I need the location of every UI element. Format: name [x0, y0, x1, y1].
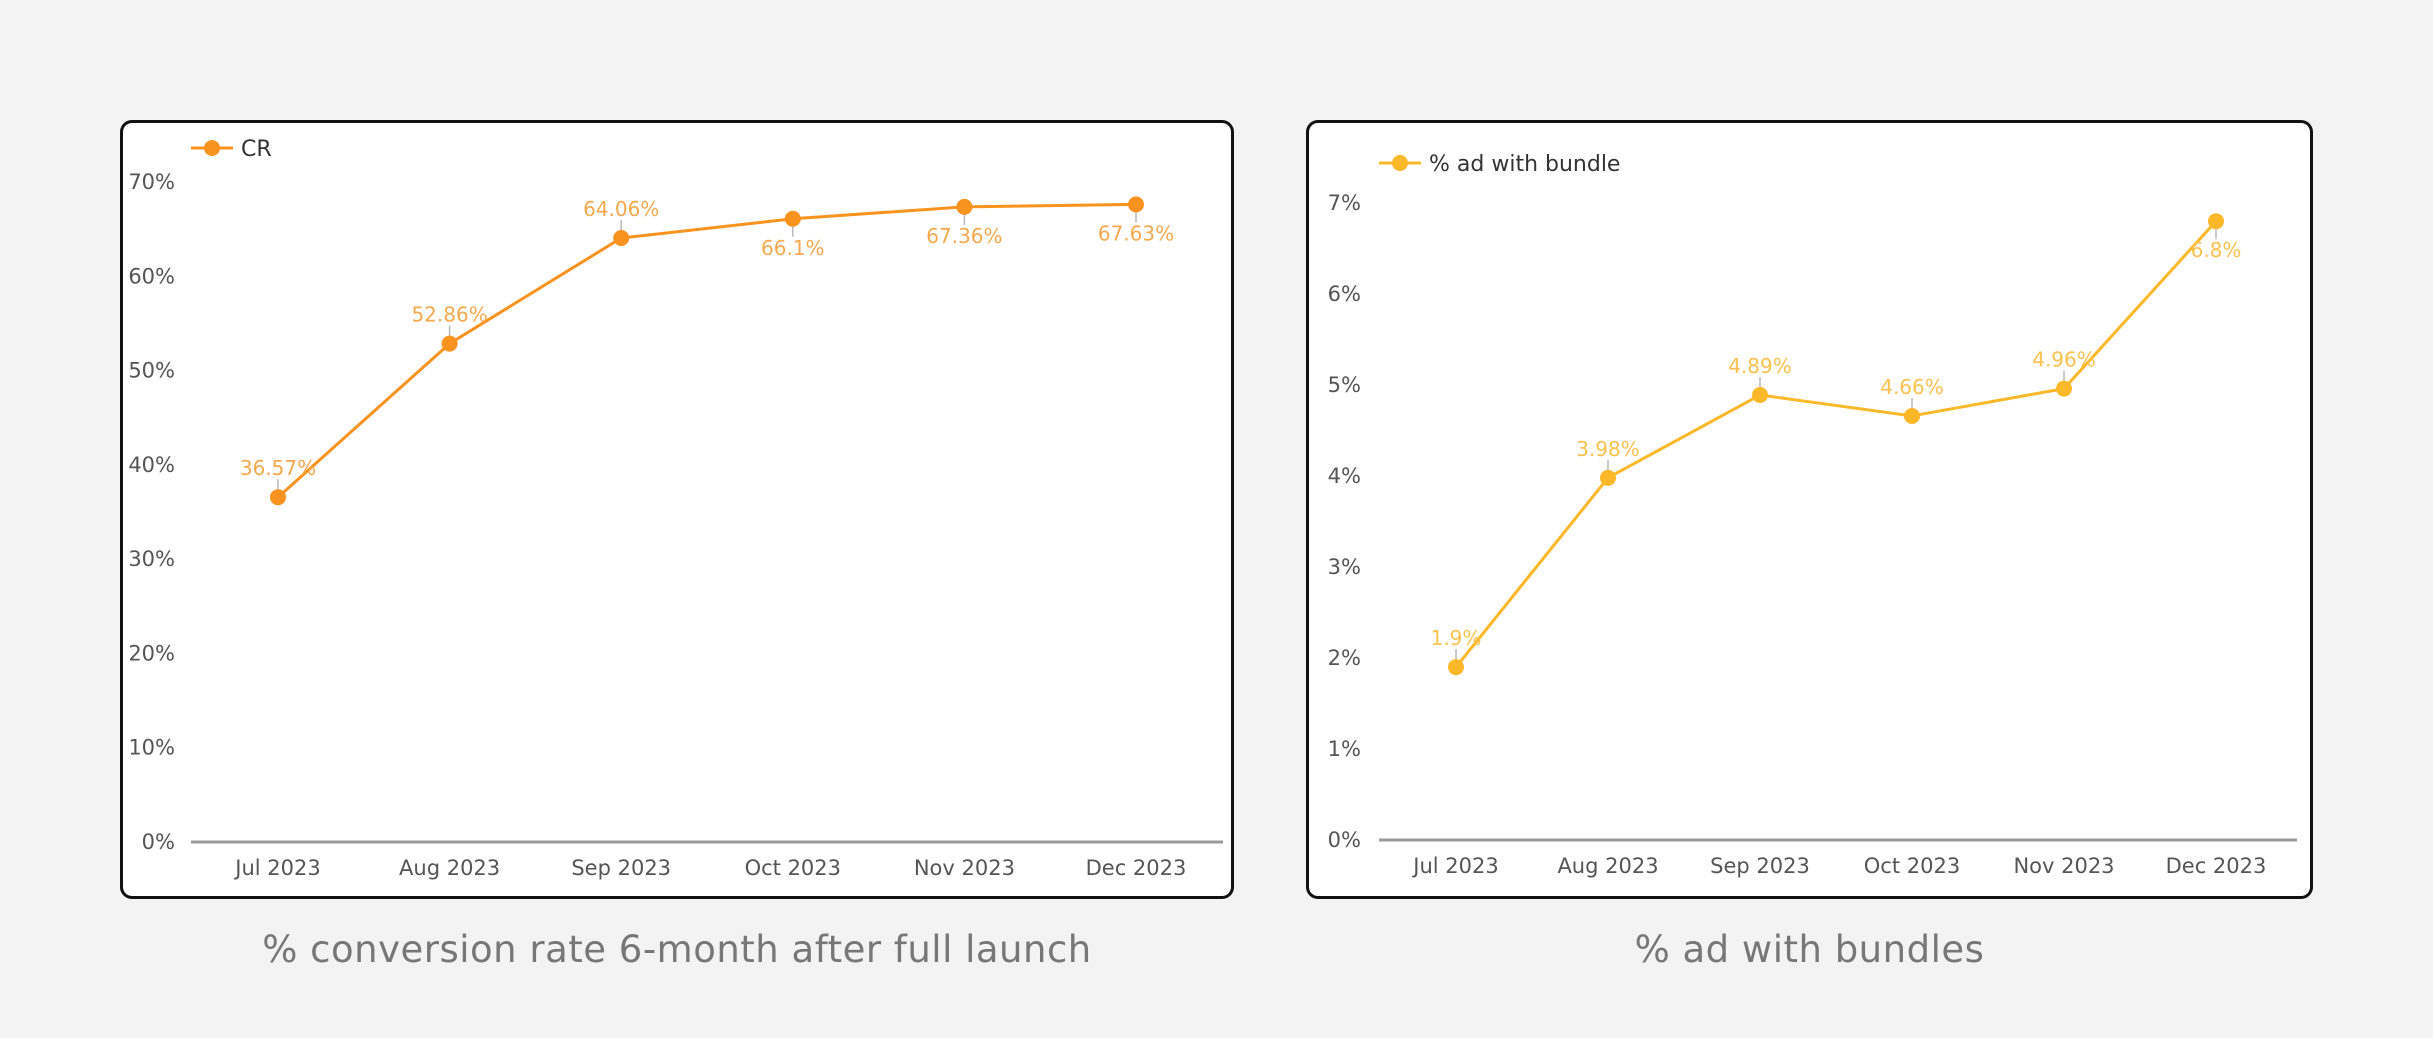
- y-tick-label: 2%: [1328, 646, 1361, 670]
- data-point: [956, 198, 973, 215]
- data-label: 6.8%: [2191, 238, 2242, 262]
- data-label: 64.06%: [583, 197, 659, 221]
- y-tick-label: 70%: [128, 170, 175, 194]
- x-tick-label: Aug 2023: [1557, 854, 1658, 878]
- y-tick-label: 10%: [128, 736, 175, 760]
- y-tick-label: 5%: [1328, 373, 1361, 397]
- data-point: [1752, 387, 1768, 404]
- x-tick-label: Nov 2023: [914, 856, 1015, 880]
- y-tick-label: 20%: [128, 641, 175, 665]
- data-point: [2056, 380, 2072, 397]
- data-label: 52.86%: [411, 303, 487, 327]
- y-tick-label: 0%: [1328, 828, 1361, 852]
- data-label: 4.89%: [1728, 354, 1792, 378]
- data-point: [1600, 469, 1616, 486]
- data-point: [1448, 659, 1464, 676]
- chart-ad-with-bundles: 0% 1% 2% 3% 4% 5% 6% 7% Jul 2023 Aug 2023 Sep 2023…: [1328, 152, 2297, 878]
- data-point: [784, 210, 801, 227]
- legend-label: CR: [241, 137, 272, 162]
- chart-panel-conversion-rate: 0% 10% 20% 30% 40% 50% 60% 70% Jul 2023 Aug 2023 S…: [120, 120, 1234, 899]
- data-point: [1128, 196, 1144, 213]
- data-point: [1904, 407, 1920, 424]
- data-label: 1.9%: [1431, 626, 1482, 650]
- data-label: 66.1%: [761, 236, 825, 260]
- data-point: [2208, 213, 2224, 230]
- x-tick-label: Dec 2023: [1086, 856, 1187, 880]
- data-label: 67.63%: [1098, 221, 1174, 245]
- y-tick-label: 7%: [1328, 191, 1361, 215]
- y-tick-label: 6%: [1328, 282, 1361, 306]
- x-tick-label: Sep 2023: [1710, 854, 1810, 878]
- x-tick-label: Oct 2023: [745, 856, 841, 880]
- legend-marker: [204, 140, 220, 156]
- y-tick-label: 60%: [128, 264, 175, 288]
- x-tick-label: Jul 2023: [233, 856, 320, 880]
- x-tick-label: Dec 2023: [2166, 854, 2267, 878]
- data-label: 3.98%: [1576, 437, 1640, 461]
- chart-caption-conversion-rate: % conversion rate 6-month after full lau…: [262, 928, 1092, 971]
- y-tick-label: 40%: [128, 453, 175, 477]
- data-label: 4.96%: [2032, 348, 2096, 372]
- data-label: 36.57%: [240, 456, 316, 480]
- x-tick-label: Oct 2023: [1864, 854, 1960, 878]
- x-tick-label: Sep 2023: [571, 856, 671, 880]
- series-line: [276, 202, 1137, 499]
- y-tick-label: 30%: [128, 547, 175, 571]
- data-label: 67.36%: [926, 224, 1002, 248]
- chart-caption-ad-with-bundles: % ad with bundles: [1634, 928, 1985, 971]
- series-line: [1454, 220, 2218, 669]
- y-tick-label: 0%: [142, 830, 175, 854]
- y-tick-label: 1%: [1328, 737, 1361, 761]
- legend-label: % ad with bundle: [1429, 152, 1620, 177]
- y-tick-label: 3%: [1328, 555, 1361, 579]
- y-tick-label: 4%: [1328, 464, 1361, 488]
- legend-marker: [1392, 155, 1408, 171]
- y-tick-label: 50%: [128, 359, 175, 383]
- data-point: [441, 335, 458, 352]
- x-tick-label: Nov 2023: [2013, 854, 2114, 878]
- data-label: 4.66%: [1880, 375, 1944, 399]
- x-tick-label: Aug 2023: [399, 856, 500, 880]
- data-point: [270, 489, 286, 506]
- x-tick-label: Jul 2023: [1411, 854, 1498, 878]
- data-point: [613, 230, 630, 247]
- chart-panel-ad-with-bundles: 0% 1% 2% 3% 4% 5% 6% 7% Jul 2023 Aug 2023 Sep 2023…: [1306, 120, 2313, 899]
- chart-conversion-rate: 0% 10% 20% 30% 40% 50% 60% 70% Jul 2023 Aug 2023 S…: [128, 137, 1223, 880]
